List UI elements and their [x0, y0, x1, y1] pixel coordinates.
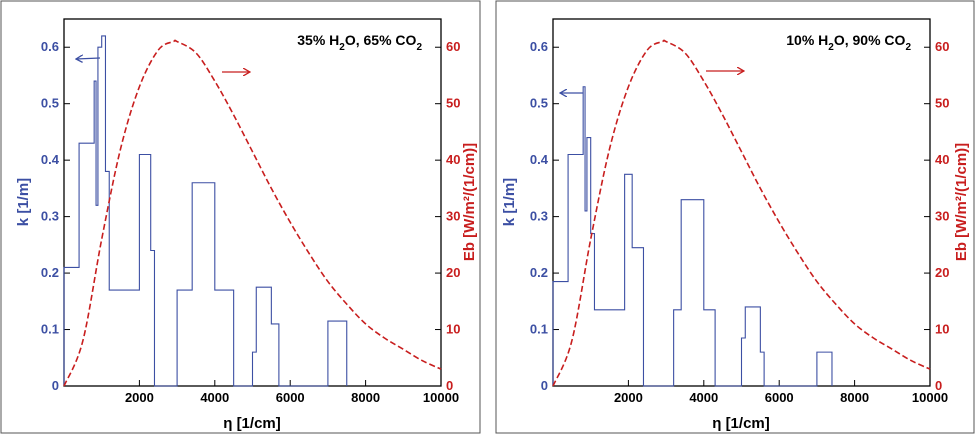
x-tick-label: 8000 [840, 390, 869, 405]
panel-border [495, 0, 975, 434]
x-tick-label: 2000 [614, 390, 643, 405]
composition-annotation: 10% H2O, 90% CO2 [786, 32, 911, 53]
x-tick-label: 10000 [912, 390, 948, 405]
y-left-ticks: 0 0.1 0.2 0.3 0.4 0.5 0.6 [530, 39, 559, 393]
y-right-tick-label: 30 [446, 209, 460, 224]
chart-panel-2: 10% H2O, 90% CO2 2000 4000 6000 8000 10000 0… [495, 0, 975, 434]
x-tick-label: 10000 [423, 390, 459, 405]
x-tick-label: 4000 [200, 390, 229, 405]
chart-panel-1: 35% H2O, 65% CO2 2000 4000 6000 8000 10000 0… [0, 0, 481, 434]
eb-series-line [552, 39, 931, 387]
y-right-tick-label: 30 [935, 209, 949, 224]
y-right-tick-label: 60 [446, 39, 460, 54]
x-ticks: 2000 4000 6000 8000 10000 [614, 380, 948, 405]
y-left-tick-label: 0 [541, 378, 548, 393]
y-right-tick-label: 10 [446, 322, 460, 337]
y-right-tick-label: 10 [935, 322, 949, 337]
y-left-tick-label: 0.1 [530, 322, 548, 337]
y-right-tick-label: 60 [935, 39, 949, 54]
x-tick-label: 8000 [351, 390, 380, 405]
y-right-tick-label: 40 [935, 152, 949, 167]
x-axis-label: η [1/cm] [223, 415, 281, 432]
k-axis-arrow [76, 58, 101, 59]
x-tick-label: 2000 [125, 390, 154, 405]
y-right-axis-label: Eb [W/m²/(1/cm)] [461, 143, 478, 261]
y-left-tick-label: 0.1 [41, 322, 59, 337]
y-right-axis-label: Eb [W/m²/(1/cm)] [953, 143, 970, 261]
y-left-tick-label: 0.4 [530, 152, 549, 167]
y-left-tick-label: 0.5 [530, 96, 548, 111]
panel-border [0, 0, 481, 434]
y-right-tick-label: 50 [446, 96, 460, 111]
y-right-tick-label: 0 [446, 378, 453, 393]
k-series-line [63, 35, 348, 387]
x-tick-label: 6000 [765, 390, 794, 405]
y-left-ticks: 0 0.1 0.2 0.3 0.4 0.5 0.6 [41, 39, 70, 393]
y-left-tick-label: 0 [52, 378, 59, 393]
x-tick-label: 6000 [276, 390, 305, 405]
y-left-tick-label: 0.4 [41, 152, 60, 167]
y-left-axis-label: k [1/m] [15, 178, 32, 226]
y-left-tick-label: 0.2 [530, 265, 548, 280]
k-series-line [552, 86, 833, 387]
y-right-ticks: 0 10 20 30 40 50 60 [924, 39, 949, 393]
y-left-tick-label: 0.5 [41, 96, 59, 111]
x-ticks: 2000 4000 6000 8000 10000 [125, 380, 459, 405]
x-axis-label: η [1/cm] [712, 415, 770, 432]
plot-area-border [552, 18, 931, 387]
y-left-tick-label: 0.6 [41, 39, 59, 54]
plot-area-border [63, 18, 442, 387]
y-left-axis-label: k [1/m] [501, 178, 518, 226]
x-tick-label: 4000 [689, 390, 718, 405]
y-left-tick-label: 0.2 [41, 265, 59, 280]
composition-annotation: 35% H2O, 65% CO2 [297, 32, 422, 53]
y-right-ticks: 0 10 20 30 40 50 60 [435, 39, 460, 393]
y-right-tick-label: 40 [446, 152, 460, 167]
eb-series-line [63, 39, 442, 387]
y-left-tick-label: 0.3 [530, 209, 548, 224]
y-left-tick-label: 0.3 [41, 209, 59, 224]
y-right-tick-label: 20 [446, 265, 460, 280]
y-right-tick-label: 0 [935, 378, 942, 393]
y-right-tick-label: 50 [935, 96, 949, 111]
y-right-tick-label: 20 [935, 265, 949, 280]
y-left-tick-label: 0.6 [530, 39, 548, 54]
